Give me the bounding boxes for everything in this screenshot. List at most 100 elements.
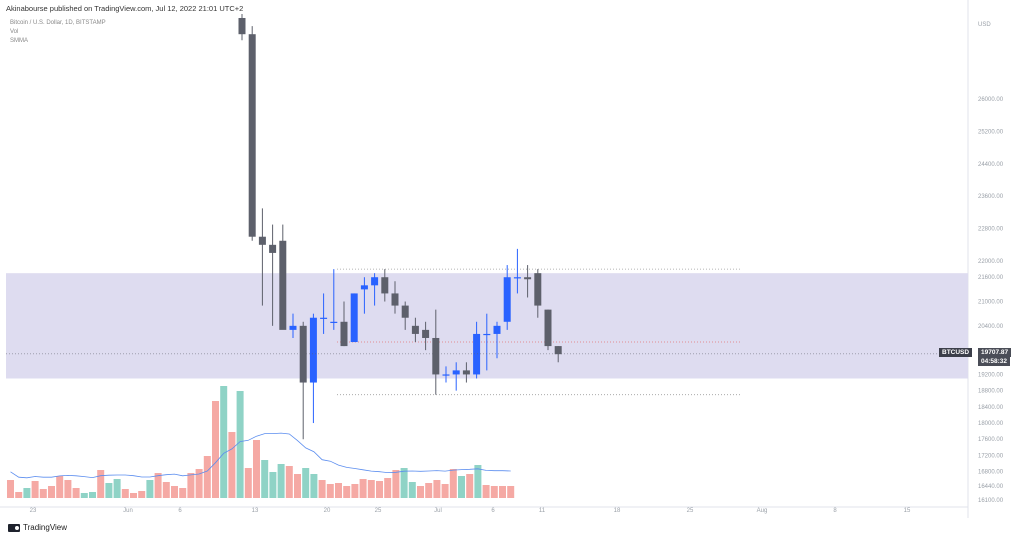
x-tick-label: 6 <box>178 508 182 514</box>
price-tag-countdown: 04:58:32 <box>978 356 1011 366</box>
candle-body <box>340 321 348 347</box>
footer: TradingView <box>0 518 1024 538</box>
volume-bar <box>376 481 383 498</box>
volume-bar <box>490 486 498 498</box>
volume-bar <box>244 468 252 498</box>
y-tick-label: 17600.00 <box>978 437 1004 443</box>
volume-bar <box>187 473 195 498</box>
volume-bar <box>392 470 400 498</box>
volume-bar <box>433 480 441 498</box>
candle-body <box>452 370 460 375</box>
volume-bar <box>220 386 228 498</box>
volume-bar <box>72 488 80 498</box>
volume-bar <box>367 480 375 498</box>
candle-body <box>381 277 389 294</box>
legend-vol: Vol <box>10 29 19 35</box>
candle-body <box>462 370 470 375</box>
volume-bar <box>441 484 449 498</box>
price-tag-symbol: BTCUSD <box>939 347 973 357</box>
x-tick-label: 15 <box>904 508 911 514</box>
x-tick-label: 25 <box>375 508 382 514</box>
candle-body <box>483 333 491 336</box>
candle-body <box>248 34 256 237</box>
volume-bar <box>48 486 55 498</box>
volume-bar <box>105 483 113 498</box>
tradingview-logo-icon <box>8 523 20 532</box>
legend-sma: SMMA <box>10 38 28 44</box>
y-tick-label: 26000.00 <box>978 97 1004 103</box>
volume-bar <box>425 483 433 498</box>
x-tick-label: Aug <box>757 508 768 514</box>
x-tick-label: 8 <box>833 508 837 514</box>
volume-bar <box>31 481 39 498</box>
volume-bar <box>269 472 277 498</box>
volume-bar <box>15 492 23 498</box>
volume-bar <box>146 480 154 498</box>
y-tick-label: 18000.00 <box>978 421 1004 427</box>
volume-bar <box>39 489 47 498</box>
volume-bar <box>326 484 334 498</box>
volume-bar <box>466 474 474 498</box>
volume-bar <box>130 493 137 498</box>
candle-body <box>299 325 307 383</box>
x-tick-label: 6 <box>491 508 495 514</box>
currency-label: USD <box>978 22 991 28</box>
candle-body <box>279 240 287 330</box>
candle-body <box>350 293 358 343</box>
y-tick-label: 21600.00 <box>978 275 1004 281</box>
volume-bar <box>474 465 482 498</box>
volume-bar <box>80 493 88 498</box>
volume-bar <box>203 456 211 498</box>
candle-body <box>330 321 338 323</box>
volume-bar <box>482 485 490 498</box>
volume-bar <box>335 483 342 498</box>
y-tick-label: 20400.00 <box>978 324 1004 330</box>
volume-bar <box>89 492 96 498</box>
candle-body <box>320 317 328 319</box>
volume-bar <box>154 473 162 498</box>
volume-bar <box>384 478 392 498</box>
volume-bar <box>294 474 301 498</box>
x-tick-label: 18 <box>614 508 621 514</box>
candle-body <box>432 337 440 375</box>
volume-bar <box>359 479 367 498</box>
y-tick-label: 16440.00 <box>978 484 1004 490</box>
candle-body <box>524 277 532 280</box>
candle-body <box>503 277 511 322</box>
volume-bar <box>97 470 105 498</box>
tradingview-logo[interactable]: TradingView <box>8 523 67 532</box>
candle-body <box>493 325 501 334</box>
price-tag-price: 19707.87 <box>978 347 1012 357</box>
volume-bar <box>179 488 187 498</box>
candle-body <box>513 277 521 279</box>
candle-body <box>309 317 317 383</box>
volume-bar <box>499 486 506 498</box>
candle-body <box>258 236 266 245</box>
y-tick-label: 17200.00 <box>978 453 1004 459</box>
volume-bar <box>7 480 14 498</box>
x-tick-label: Jul <box>434 508 442 514</box>
x-tick-label: 13 <box>252 508 259 514</box>
volume-bar <box>343 486 351 498</box>
volume-bar <box>113 479 121 498</box>
y-tick-label: 16100.00 <box>978 498 1004 504</box>
volume-bar <box>458 476 465 498</box>
y-tick-label: 22800.00 <box>978 227 1004 233</box>
y-tick-label: 21000.00 <box>978 300 1004 306</box>
volume-bar <box>449 469 457 498</box>
volume-bar <box>351 484 359 498</box>
volume-bar <box>162 482 170 498</box>
candle-body <box>269 244 277 253</box>
volume-bar <box>285 466 293 498</box>
candle-body <box>554 346 562 355</box>
volume-bar <box>195 469 203 498</box>
volume-bar <box>400 468 408 498</box>
volume-bar <box>56 476 64 498</box>
publish-header: Akinabourse published on TradingView.com… <box>6 4 244 13</box>
volume-bar <box>212 401 219 498</box>
candle-body <box>360 285 368 290</box>
x-tick-label: Jun <box>123 508 133 514</box>
y-tick-label: 22000.00 <box>978 259 1004 265</box>
volume-bar <box>23 488 31 498</box>
